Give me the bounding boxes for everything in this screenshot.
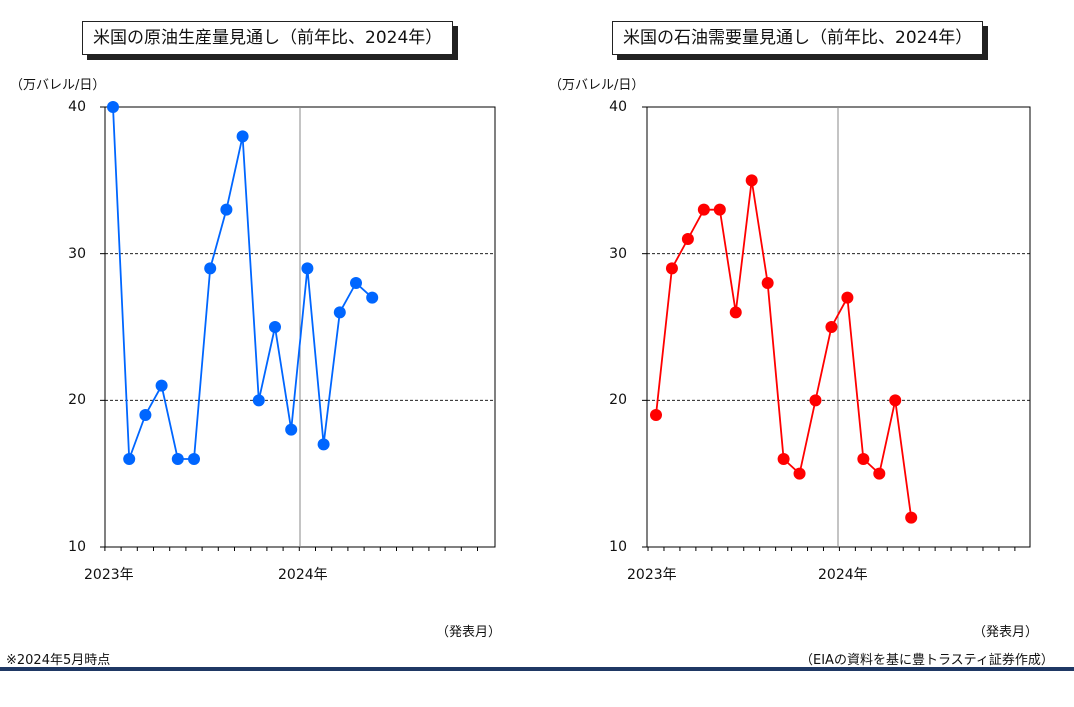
chart-2-point-2024-05 <box>905 511 918 524</box>
chart-1-ytick-40: 40 <box>68 99 86 115</box>
chart-1-point-2023-10 <box>252 394 265 407</box>
chart-2-point-2023-01 <box>650 409 662 421</box>
chart-2-ytick-30: 30 <box>609 246 627 262</box>
chart-1-point-2023-04 <box>155 379 168 392</box>
chart-1-ytick-30: 30 <box>68 246 86 262</box>
chart-2-point-2023-09 <box>777 453 790 465</box>
chart-1-xtick-2023: 2023年 <box>84 567 134 583</box>
chart-2-point-2024-01 <box>841 291 854 304</box>
chart-2-series-line <box>655 180 913 518</box>
chart-1-title: 米国の原油生産量見通し（前年比、2024年） <box>82 21 454 55</box>
bottom-accent-bar <box>0 667 1074 671</box>
footnote-timestamp: ※2024年5月時点 <box>6 653 111 668</box>
chart-1-point-2023-03 <box>139 409 152 421</box>
chart-2-point-2023-05 <box>713 203 726 216</box>
chart-1-point-2023-11 <box>269 321 281 333</box>
chart-1-xtick-2024: 2024年 <box>278 567 328 583</box>
chart-1-point-2024-03 <box>333 306 346 319</box>
chart-2-ytick-10: 10 <box>609 539 627 555</box>
chart-1-series-line <box>112 106 373 460</box>
chart-2-title: 米国の石油需要量見通し（前年比、2024年） <box>612 21 984 55</box>
chart-1-point-2023-07 <box>204 262 217 275</box>
chart-2-ytick-20: 20 <box>609 392 627 408</box>
chart-2-ytick-40: 40 <box>609 99 627 115</box>
chart-1-point-2024-05 <box>366 291 379 304</box>
chart-2-unit-label: （万バレル/日） <box>549 78 645 93</box>
chart-2-xtick-2023: 2023年 <box>627 567 677 583</box>
chart-2-xtick-2024: 2024年 <box>818 567 868 583</box>
chart-1-ytick-10: 10 <box>68 539 86 555</box>
chart-1-point-2024-02 <box>317 438 330 451</box>
chart-2-point-2023-12 <box>825 321 838 333</box>
chart-1-point-2024-01 <box>301 262 314 275</box>
chart-1-ytick-20: 20 <box>68 392 86 408</box>
chart-1-xlabel: （発表月） <box>436 625 502 640</box>
chart-2-point-2023-02 <box>665 262 678 275</box>
chart-1-point-2023-02 <box>123 453 136 465</box>
chart-2-xlabel: （発表月） <box>973 625 1039 640</box>
chart-2-point-2023-06 <box>729 306 742 319</box>
chart-1-point-2023-06 <box>188 453 200 465</box>
chart-2-point-2023-08 <box>761 277 774 289</box>
chart-2-point-2024-04 <box>889 394 902 407</box>
chart-2-point-2023-04 <box>697 203 710 216</box>
chart-1-plot <box>100 101 496 551</box>
chart-2-point-2023-07 <box>745 174 758 187</box>
source-note: （EIAの資料を基に豊トラスティ証券作成） <box>800 653 1054 668</box>
chart-2-point-2023-03 <box>681 233 694 245</box>
chart-2-plot <box>642 106 1031 551</box>
chart-1-unit-label: （万バレル/日） <box>10 78 106 93</box>
chart-1-point-2023-01 <box>107 101 119 113</box>
chart-2-point-2024-02 <box>857 453 870 465</box>
chart-2-point-2023-10 <box>793 467 806 480</box>
chart-1-point-2023-08 <box>220 203 233 216</box>
chart-1-point-2023-12 <box>285 423 298 436</box>
chart-1-point-2024-04 <box>350 277 362 289</box>
chart-2-point-2024-03 <box>873 467 886 480</box>
chart-1-point-2023-09 <box>236 130 249 143</box>
chart-2-point-2023-11 <box>809 394 822 407</box>
chart-1-point-2023-05 <box>171 453 184 465</box>
